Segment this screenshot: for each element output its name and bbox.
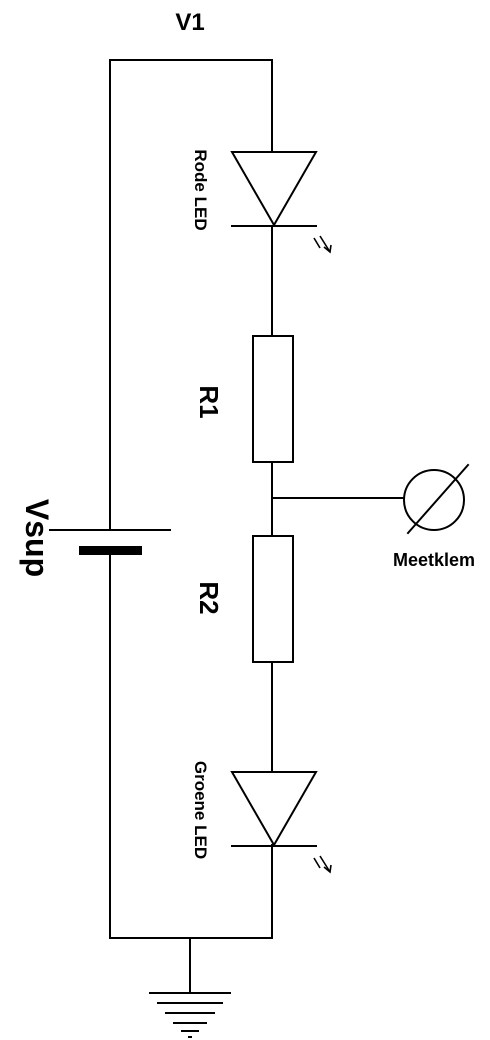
supply-label: Vsup: [19, 499, 55, 577]
battery-symbol: [49, 529, 171, 555]
probe-label: Meetklem: [393, 550, 475, 570]
green-led-triangle: [230, 771, 318, 848]
red-led-label: Rode LED: [191, 149, 210, 230]
red-led-symbol: [230, 151, 332, 254]
red-led-light-icon: [313, 235, 332, 254]
green-led-light-icon: [313, 855, 332, 874]
resistor-r2: [252, 535, 294, 663]
red-led-triangle: [230, 151, 318, 228]
battery-negative-plate: [79, 546, 142, 555]
node-label-v1: V1: [175, 9, 204, 36]
r2-label: R2: [194, 581, 224, 614]
measurement-terminal-icon: [403, 463, 470, 535]
supply-wires: [109, 59, 273, 939]
green-led-label: Groene LED: [191, 761, 210, 859]
ground-icon: [149, 937, 231, 1038]
resistor-r1: [252, 335, 294, 463]
green-led-symbol: [230, 771, 332, 874]
r1-label: R1: [194, 385, 224, 418]
